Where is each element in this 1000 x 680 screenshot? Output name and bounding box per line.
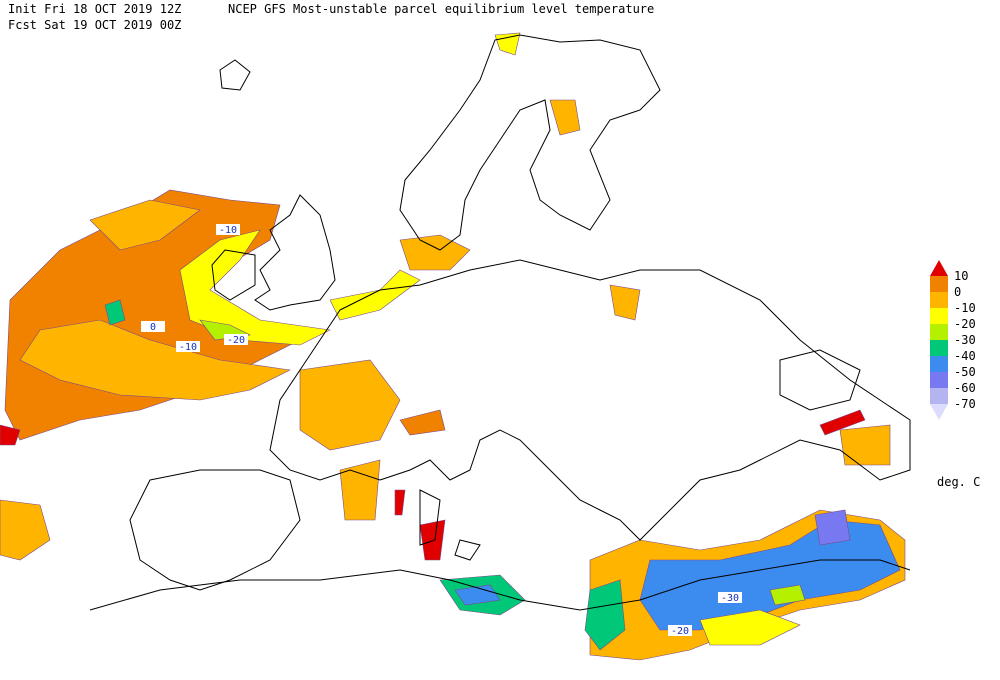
legend-label: -60: [954, 381, 976, 395]
forecast-time: Fcst Sat 19 OCT 2019 00Z: [8, 18, 181, 32]
contour-label-bg: [216, 224, 240, 235]
field-layer: -10 0 -10 -20 -30 -20: [0, 32, 906, 661]
contour-label-bg: [141, 321, 165, 332]
field-region: [819, 409, 866, 436]
coastline: [219, 59, 251, 91]
coastline: [211, 249, 256, 301]
contour-label-bg: [668, 625, 692, 636]
legend-swatch: [930, 292, 948, 308]
coastline: [779, 349, 861, 411]
contour-label-bg: [718, 592, 742, 603]
contour-label: -20: [671, 626, 689, 637]
field-region: [454, 584, 501, 606]
contour-label: -30: [721, 593, 739, 604]
legend-label: -10: [954, 301, 976, 315]
coastline: [269, 259, 911, 541]
legend-label: 10: [954, 269, 968, 283]
field-region: [814, 509, 851, 546]
legend-swatch: [930, 404, 948, 420]
field-region: [639, 519, 901, 631]
legend-unit: deg. C: [937, 475, 980, 489]
legend-swatch: [930, 356, 948, 372]
legend-swatch: [930, 276, 948, 292]
field-region: [419, 519, 446, 561]
legend-swatch: [930, 308, 948, 324]
field-region: [399, 409, 446, 436]
field-region: [339, 459, 381, 521]
field-region: [399, 234, 471, 271]
legend-swatch: [930, 388, 948, 404]
field-region: [329, 269, 421, 321]
field-region: [839, 424, 891, 466]
legend-label: -70: [954, 397, 976, 411]
legend-swatch: [930, 372, 948, 388]
contour-label: -10: [179, 342, 197, 353]
field-region: [609, 284, 641, 321]
field-region: [494, 32, 521, 56]
contour-label-bg: [176, 341, 200, 352]
contour-label: 0: [150, 322, 156, 333]
init-time: Init Fri 18 OCT 2019 12Z: [8, 2, 181, 16]
coastline: [399, 34, 661, 251]
field-region: [19, 319, 291, 401]
field-region: [299, 359, 401, 451]
legend-swatch: [930, 340, 948, 356]
field-region: [89, 199, 201, 251]
contour-label: -20: [227, 335, 245, 346]
legend: 10 0 -10 -20 -30 -40 -50 -60 -70: [930, 260, 976, 420]
coastline: [419, 489, 441, 546]
contour-label-bg: [224, 334, 248, 345]
field-region: [699, 609, 801, 646]
contour-label: -10: [219, 225, 237, 236]
field-region: [549, 99, 581, 136]
legend-label: -50: [954, 365, 976, 379]
legend-label: 0: [954, 285, 961, 299]
field-region: [584, 579, 626, 651]
legend-label: -40: [954, 349, 976, 363]
legend-swatch: [930, 260, 948, 276]
coastline: [89, 559, 911, 611]
field-region: [104, 299, 126, 326]
coastline: [254, 194, 336, 311]
legend-label: -20: [954, 317, 976, 331]
coastline: [129, 469, 301, 591]
legend-label: -30: [954, 333, 976, 347]
field-region: [0, 424, 21, 446]
field-region: [0, 499, 51, 561]
field-region: [394, 489, 406, 516]
legend-swatch: [930, 324, 948, 340]
map-title: NCEP GFS Most-unstable parcel equilibriu…: [228, 2, 654, 16]
coastlines: [89, 34, 911, 611]
field-region: [769, 584, 806, 606]
coastline: [454, 539, 481, 561]
